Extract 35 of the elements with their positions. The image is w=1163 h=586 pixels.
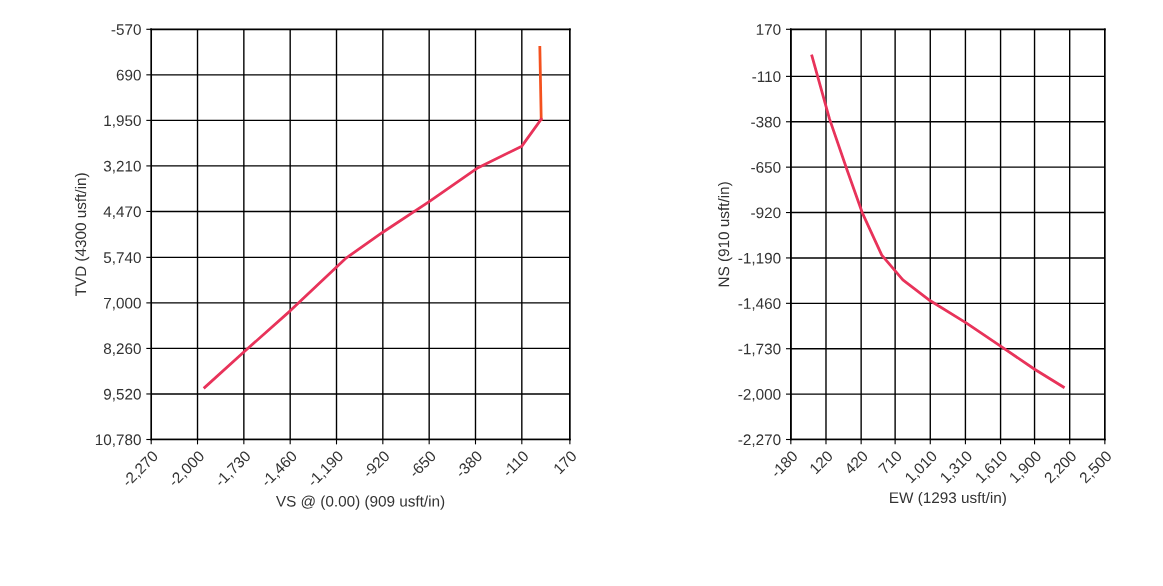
x-tick-label: 120 — [809, 449, 834, 475]
line-series — [810, 54, 1065, 389]
x-tick-label: -380 — [454, 449, 484, 479]
y-tick-label: 3,210 — [103, 160, 141, 174]
x-tick-label: 710 — [877, 449, 903, 475]
x-tick-label: -180 — [769, 449, 799, 479]
y-tick-label: 690 — [116, 69, 141, 81]
x-axis-title: EW (1293 usft/in) — [890, 491, 1006, 507]
x-tick-label: -920 — [361, 449, 391, 479]
x-tick-label: 170 — [552, 449, 578, 475]
x-tick-label: -650 — [408, 449, 437, 479]
y-tick-label: 7,000 — [104, 297, 141, 311]
y-tick-label: 9,520 — [103, 388, 141, 402]
x-tick-label: -110 — [501, 449, 530, 478]
x-tick-label: 420 — [843, 449, 869, 475]
y-tick-label: -2,000 — [738, 388, 781, 402]
y-tick-label: -920 — [751, 207, 781, 219]
y-tick-label: 5,740 — [103, 252, 141, 265]
y-tick-label: -1,190 — [738, 252, 781, 266]
y-tick-label: 8,260 — [103, 343, 141, 356]
y-tick-label: -650 — [751, 162, 781, 173]
y-tick-label: 170 — [756, 24, 781, 35]
y-tick-label: -2,270 — [738, 434, 781, 447]
y-tick-label: 1,950 — [104, 115, 141, 128]
x-axis-title: VS @ (0.00) (909 usft/in) — [276, 495, 445, 510]
y-tick-label: -380 — [751, 116, 781, 128]
y-tick-label: -110 — [752, 71, 781, 83]
y-tick-label: -570 — [111, 24, 141, 35]
y-axis-title: NS (910 usft/in) — [718, 182, 733, 287]
y-tick-label: 10,780 — [95, 434, 141, 447]
y-tick-label: 4,470 — [103, 206, 141, 219]
y-tick-label: -1,460 — [738, 298, 781, 311]
y-axis-title: TVD (4300 usft/in) — [74, 173, 90, 297]
y-tick-label: -1,730 — [738, 343, 781, 357]
line-series — [203, 117, 543, 389]
